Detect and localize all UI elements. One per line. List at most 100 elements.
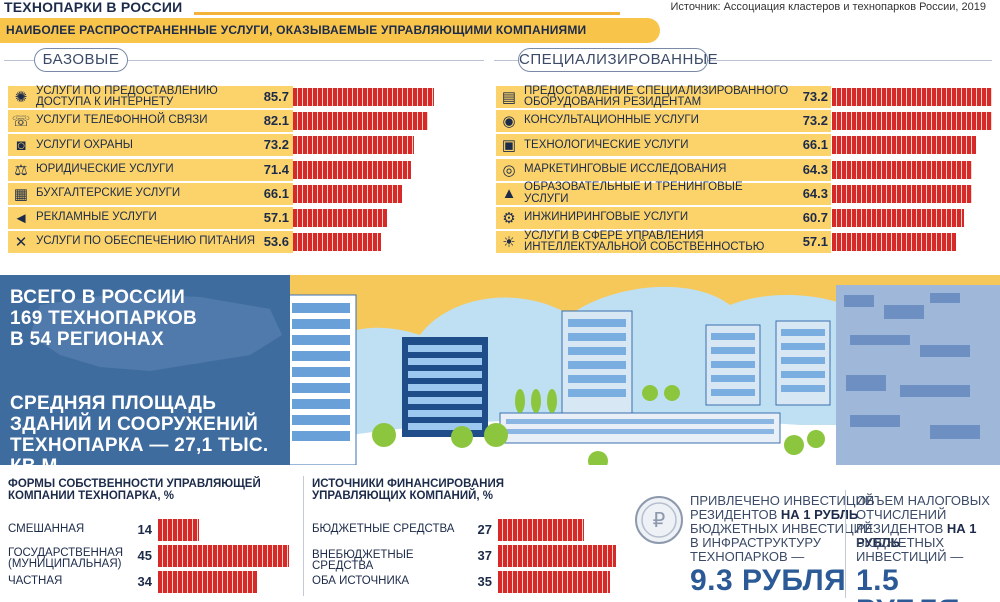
bar-value-label: 53.6 <box>263 234 289 250</box>
bar <box>832 112 992 131</box>
bottom-divider-2 <box>845 490 846 598</box>
bar-value-label: 73.2 <box>802 113 828 129</box>
investment-text-5: ТЕХНОПАРКОВ — <box>690 549 805 564</box>
bar-value-label: 73.2 <box>802 89 828 104</box>
bottom-divider-1 <box>303 476 304 596</box>
title-underline <box>0 12 620 15</box>
building-left <box>285 294 357 465</box>
bar-row: ◄ РЕКЛАМНЫЕ УСЛУГИ 57.1 <box>0 207 1000 229</box>
ownership-title: ФОРМЫ СОБСТВЕННОСТИ УПРАВЛЯЮЩЕЙ КОМПАНИИ… <box>8 478 261 502</box>
gear-icon: ⚙ <box>502 210 516 227</box>
bar-category-label: УСЛУГИ ТЕЛЕФОННОЙ СВЯЗИ <box>36 114 208 127</box>
bar-value-label: 66.1 <box>802 137 828 153</box>
bar-category-label: УСЛУГИ ОХРАНЫ <box>36 138 133 151</box>
section-label-basic: БАЗОВЫЕ <box>34 48 128 72</box>
row-background <box>496 86 831 108</box>
bar-row: ☀ УСЛУГИ В СФЕРЕ УПРАВЛЕНИЯ ИНТЕЛЛЕКТУАЛЬ… <box>0 229 1000 254</box>
investment-text-3: БЮДЖЕТНЫХ ИНВЕСТИЦИЙ <box>690 521 873 536</box>
investment-text-1: ПРИВЛЕЧЕНО ИНВЕСТИЦИЙ <box>690 493 875 508</box>
row-background <box>496 134 831 157</box>
low-building <box>499 412 781 444</box>
bar-category-label: ГОСУДАРСТВЕННАЯ (МУНИЦИПАЛЬНАЯ) <box>8 547 124 570</box>
bar-category-label: ИНЖИНИРИНГОВЫЕ УСЛУГИ <box>524 211 689 224</box>
bar <box>293 209 387 227</box>
bar <box>832 233 956 252</box>
stats-line-2: 169 ТЕХНОПАРКОВ <box>10 308 198 329</box>
printer-icon: ▤ <box>501 89 517 106</box>
bar-category-label: ОБРАЗОВАТЕЛЬНЫЕ И ТРЕНИНГОВЫЕ УСЛУГИ <box>524 181 743 205</box>
bar-row: ▦ БУХГАЛТЕРСКИЕ УСЛУГИ 66.1 <box>0 182 1000 205</box>
section-label-special: СПЕЦИАЛИЗИРОВАННЫЕ <box>518 48 718 72</box>
stats-line-3: В 54 РЕГИОНАХ <box>10 329 164 350</box>
bar-category-label: ОБА ИСТОЧНИКА <box>312 575 410 587</box>
bar-value-label: 66.1 <box>263 185 289 201</box>
row-background <box>496 207 831 229</box>
bar-value-label: 64.3 <box>802 185 828 201</box>
row-background <box>8 86 293 108</box>
bar <box>293 136 414 155</box>
bar <box>498 571 610 593</box>
bar <box>158 519 199 541</box>
stats-line-1: ВСЕГО В РОССИИ <box>10 287 186 308</box>
bar-row: ✕ УСЛУГИ ПО ОБЕСПЕЧЕНИЮ ПИТАНИЯ 53.6 <box>0 231 1000 254</box>
bar-value-label: 37 <box>477 548 492 563</box>
tax-text-1: ОБЪЕМ НАЛОГОВЫХ <box>856 493 990 508</box>
bar-category-label: ПРЕДОСТАВЛЕНИЕ СПЕЦИАЛИЗИРОВАННОГО ОБОРУ… <box>524 84 789 108</box>
bar-category-label: ВНЕБЮДЖЕТНЫЕ СРЕДСТВА <box>312 549 414 572</box>
bar-category-label: СМЕШАННАЯ <box>8 523 85 535</box>
trees <box>372 385 825 465</box>
bar-category-label: ЮРИДИЧЕСКИЕ УСЛУГИ <box>36 162 174 175</box>
lightbulb-icon: ☀ <box>502 234 516 252</box>
page-title: ТЕХНОПАРКИ В РОССИИ <box>0 0 195 16</box>
chart-subtitle: НАИБОЛЕЕ РАСПРОСТРАНЕННЫЕ УСЛУГИ, ОКАЗЫВ… <box>0 18 660 62</box>
network-icon: ✺ <box>14 89 28 106</box>
tax-text-3: РЕЗИДЕНТОВ НА 1 РУБЛЬ <box>856 521 977 550</box>
building-mid <box>561 310 633 432</box>
funding-title: ИСТОЧНИКИ ФИНАНСИРОВАНИЯ УПРАВЛЯЮЩИХ КОМ… <box>312 478 505 502</box>
bar-value-label: 85.7 <box>263 89 289 104</box>
ruble-coin-icon: ₽ <box>635 496 683 544</box>
row-background <box>8 207 293 229</box>
bar-category-label: УСЛУГИ В СФЕРЕ УПРАВЛЕНИЯ ИНТЕЛЛЕКТУАЛЬН… <box>524 229 765 254</box>
bar <box>293 233 381 252</box>
russia-map-icon <box>30 293 282 371</box>
bar-value-label: 34 <box>137 574 152 589</box>
chat-icon: ◉ <box>502 113 516 131</box>
bar <box>832 136 976 155</box>
bar-value-label: 57.1 <box>263 210 289 225</box>
phone-icon: ☏ <box>11 113 31 131</box>
building-twin-1 <box>705 324 761 406</box>
russia-stats-panel: ВСЕГО В РОССИИ 169 ТЕХНОПАРКОВ В 54 РЕГИ… <box>0 275 290 477</box>
bar-category-label: РЕКЛАМНЫЕ УСЛУГИ <box>36 211 157 224</box>
bar-row: ▤ ПРЕДОСТАВЛЕНИЕ СПЕЦИАЛИЗИРОВАННОГО ОБОР… <box>0 84 1000 108</box>
bar-value-label: 35 <box>477 574 492 589</box>
bar-row: ✺ УСЛУГИ ПО ПРЕДОСТАВЛЕНИЮ ДОСТУПА К ИНТЕ… <box>0 84 1000 108</box>
row-background <box>496 231 831 254</box>
svg-text:₽: ₽ <box>653 508 666 532</box>
row-background <box>8 110 293 133</box>
camera-icon: ◙ <box>16 136 26 154</box>
graduation-cap-icon: ▲ <box>501 185 517 203</box>
bar <box>293 160 411 179</box>
bar-value-label: 14 <box>137 522 152 537</box>
row-background <box>8 134 293 157</box>
bar-category-label: ЧАСТНАЯ <box>8 575 63 587</box>
chip-icon: ▣ <box>501 137 517 155</box>
building-dark <box>402 337 488 437</box>
bar-category-label: БЮДЖЕТНЫЕ СРЕДСТВА <box>312 523 455 535</box>
bar-row: ◎ МАРКЕТИНГОВЫЕ ИССЛЕДОВАНИЯ 64.3 <box>0 158 1000 181</box>
source-note: Источник: Ассоциация кластеров и технопа… <box>670 1 986 13</box>
section-rule-basic <box>4 60 484 61</box>
cutlery-icon: ✕ <box>14 234 28 252</box>
bar-row: ⚙ ИНЖИНИРИНГОВЫЕ УСЛУГИ 60.7 <box>0 207 1000 229</box>
bar-category-label: УСЛУГИ ПО ОБЕСПЕЧЕНИЮ ПИТАНИЯ <box>36 235 256 248</box>
bar <box>293 88 434 106</box>
bar-row: ☏ УСЛУГИ ТЕЛЕФОННОЙ СВЯЗИ 82.1 <box>0 110 1000 133</box>
bar-category-label: УСЛУГИ ПО ПРЕДОСТАВЛЕНИЮ ДОСТУПА К ИНТЕР… <box>36 84 218 108</box>
building-twin-2 <box>775 320 831 406</box>
bar-value-label: 82.1 <box>263 113 289 129</box>
tax-text-5: ИНВЕСТИЦИЙ — <box>856 549 964 564</box>
bar-category-label: БУХГАЛТЕРСКИЕ УСЛУГИ <box>36 187 181 200</box>
calculator-icon: ▦ <box>13 185 29 203</box>
row-background <box>496 182 831 205</box>
